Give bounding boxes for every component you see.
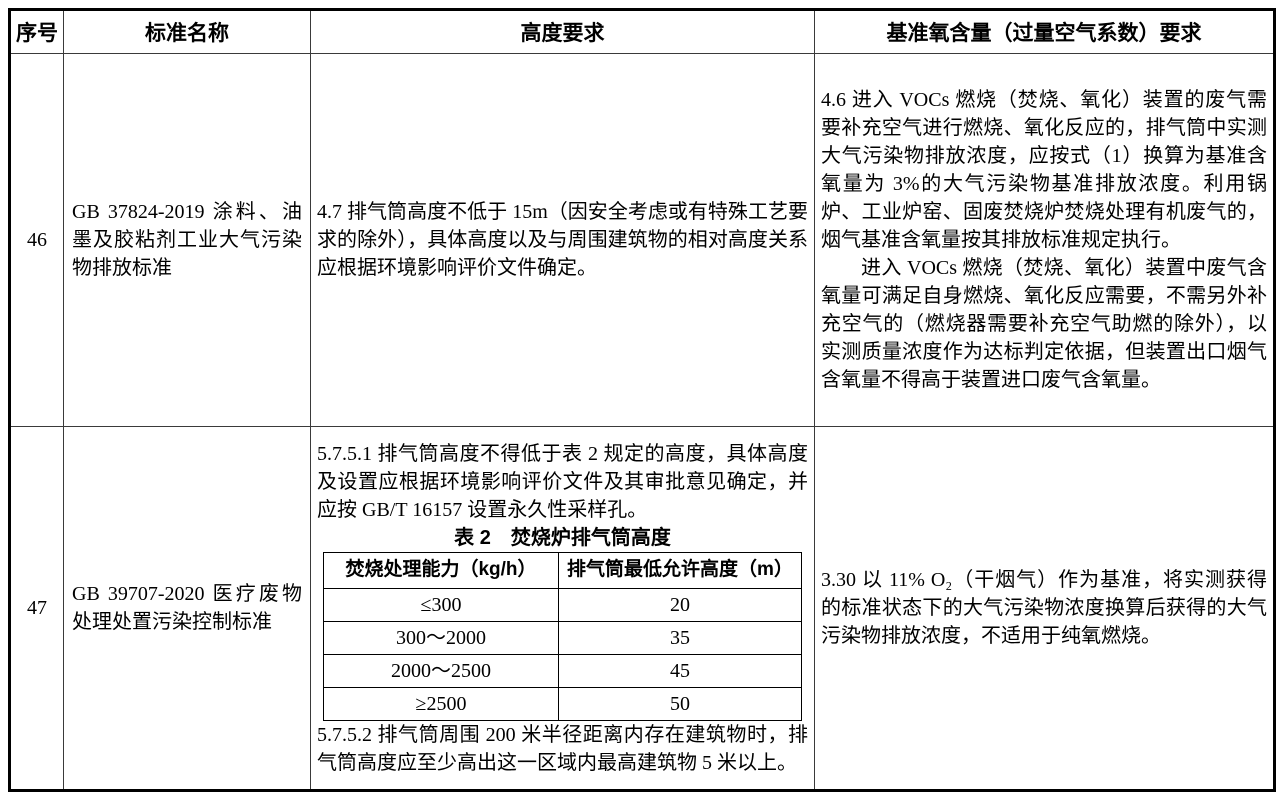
row-46-serial-number: 46 <box>9 53 64 427</box>
row-46-oxygen-paragraph-2: 进入 VOCs 燃烧（焚烧、氧化）装置中废气含氧量可满足自身燃烧、氧化反应需要，… <box>821 257 1267 391</box>
inner-table-row: ≤300 20 <box>323 587 802 622</box>
col-header-standard-name: 标准名称 <box>63 9 311 54</box>
inner-table-header-row: 焚烧处理能力（kg/h） 排气筒最低允许高度（m） <box>323 551 802 589</box>
document-page: 序号 标准名称 高度要求 基准氧含量（过量空气系数）要求 46 GB 37824… <box>8 8 1276 792</box>
standards-table: 序号 标准名称 高度要求 基准氧含量（过量空气系数）要求 46 GB 37824… <box>8 8 1276 792</box>
inner-height-value: 45 <box>558 653 802 688</box>
inner-capacity-value: 2000～2500 <box>323 653 559 688</box>
row-47-oxygen-paragraph: 3.30 以 11% O₂（干烟气）作为基准，将实测获得的标准状态下的大气污染物… <box>821 569 1267 647</box>
row-47-height-paragraph-2: 5.7.5.2 排气筒周围 200 米半径距离内存在建筑物时，排气筒高度应至少高… <box>317 723 808 774</box>
inner-height-value: 50 <box>558 686 802 721</box>
table-row-46: 46 GB 37824-2019 涂料、油墨及胶粘剂工业大气污染物排放标准 4.… <box>9 53 1275 427</box>
row-47-height-paragraph-1: 5.7.5.1 排气筒高度不得低于表 2 规定的高度，具体高度及设置应根据环境影… <box>317 442 808 521</box>
row-47-height-requirement: 5.7.5.1 排气筒高度不得低于表 2 规定的高度，具体高度及设置应根据环境影… <box>310 426 815 791</box>
row-46-standard-name: GB 37824-2019 涂料、油墨及胶粘剂工业大气污染物排放标准 <box>63 53 311 427</box>
row-46-oxygen-requirement: 4.6 进入 VOCs 燃烧（焚烧、氧化）装置的废气需要补充空气进行燃烧、氧化反… <box>814 53 1275 427</box>
inner-table-row: 2000～2500 45 <box>323 653 802 688</box>
inner-col-header-min-height: 排气筒最低允许高度（m） <box>558 551 802 589</box>
inner-col-header-capacity: 焚烧处理能力（kg/h） <box>323 551 559 589</box>
inner-height-value: 35 <box>558 620 802 655</box>
row-47-serial-number: 47 <box>9 426 64 791</box>
incinerator-stack-height-table: 焚烧处理能力（kg/h） 排气筒最低允许高度（m） ≤300 20 300～20… <box>323 551 802 721</box>
row-47-oxygen-requirement: 3.30 以 11% O₂（干烟气）作为基准，将实测获得的标准状态下的大气污染物… <box>814 426 1275 791</box>
col-header-height-requirement: 高度要求 <box>310 9 815 54</box>
inner-height-value: 20 <box>558 587 802 622</box>
row-46-height-requirement: 4.7 排气筒高度不低于 15m（因安全考虑或有特殊工艺要求的除外），具体高度以… <box>310 53 815 427</box>
col-header-oxygen-requirement: 基准氧含量（过量空气系数）要求 <box>814 9 1275 54</box>
inner-capacity-value: ≤300 <box>323 587 559 622</box>
inner-capacity-value: ≥2500 <box>323 686 559 721</box>
inner-capacity-value: 300～2000 <box>323 620 559 655</box>
row-46-height-paragraph: 4.7 排气筒高度不低于 15m（因安全考虑或有特殊工艺要求的除外），具体高度以… <box>317 201 808 279</box>
table-row-47: 47 GB 39707-2020 医疗废物处理处置污染控制标准 5.7.5.1 … <box>9 426 1275 791</box>
inner-table-row: 300～2000 35 <box>323 620 802 655</box>
col-header-no: 序号 <box>9 9 64 54</box>
inner-table-row: ≥2500 50 <box>323 686 802 721</box>
row-46-oxygen-paragraph-1: 4.6 进入 VOCs 燃烧（焚烧、氧化）装置的废气需要补充空气进行燃烧、氧化反… <box>821 89 1267 251</box>
table-header-row: 序号 标准名称 高度要求 基准氧含量（过量空气系数）要求 <box>9 9 1275 54</box>
inner-table-caption: 表 2 焚烧炉排气筒高度 <box>454 526 671 549</box>
row-47-standard-name: GB 39707-2020 医疗废物处理处置污染控制标准 <box>63 426 311 791</box>
